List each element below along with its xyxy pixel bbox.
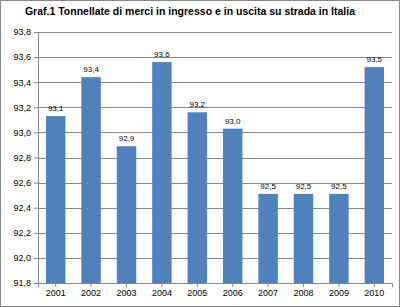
y-tick: 93,4 — [13, 78, 38, 88]
x-tick: 2002 — [81, 283, 101, 298]
x-axis: 2001 2002 2003 2004 2005 2006 2007 2008 2009 2010 — [39, 283, 393, 298]
data-label: 93,1 — [48, 104, 64, 113]
x-tick-mark — [268, 283, 269, 287]
data-label: 93,2 — [190, 100, 206, 109]
y-tick-label: 93,2 — [13, 103, 31, 113]
bar — [223, 129, 242, 283]
y-axis-line — [34, 33, 39, 284]
x-tick-label: 2005 — [187, 288, 207, 298]
x-tick-mark — [232, 283, 233, 287]
x-tick: 2009 — [329, 283, 349, 298]
data-label: 92,5 — [260, 182, 276, 191]
data-label: 92,5 — [331, 182, 347, 191]
data-label: 93,4 — [83, 65, 99, 74]
x-tick: 2004 — [152, 283, 172, 298]
x-tick-label: 2009 — [329, 288, 349, 298]
x-tick-label: 2003 — [116, 288, 136, 298]
y-tick-mark — [34, 183, 38, 184]
y-tick-mark — [34, 208, 38, 209]
y-tick: 92,6 — [13, 178, 38, 188]
y-tick-label: 92,4 — [13, 203, 31, 213]
x-tick-label: 2008 — [293, 288, 313, 298]
grid-line — [38, 57, 392, 58]
grid — [38, 33, 392, 284]
x-tick-mark — [303, 283, 304, 287]
grid-line — [38, 32, 392, 33]
y-tick-mark — [34, 258, 38, 259]
y-tick-label: 92,6 — [13, 178, 31, 188]
bar — [365, 67, 384, 283]
data-label: 93,6 — [154, 50, 170, 59]
y-tick: 92,2 — [13, 228, 38, 238]
y-tick-mark — [34, 233, 38, 234]
bar — [329, 194, 348, 283]
y-tick-label: 93,6 — [13, 52, 31, 62]
data-label: 93,0 — [225, 117, 241, 126]
y-tick-label: 93,0 — [13, 128, 31, 138]
y-tick: 92,4 — [13, 203, 38, 213]
y-tick-mark — [34, 107, 38, 108]
y-tick-label: 92,2 — [13, 228, 31, 238]
y-tick-mark — [34, 158, 38, 159]
y-tick: 92,8 — [13, 153, 38, 163]
x-tick-mark — [91, 283, 92, 287]
plot: 91,8 92,0 92,2 92,4 92,6 92,8 93,0 93,2 93,4 93,6… — [13, 27, 392, 298]
y-tick-label: 93,4 — [13, 78, 31, 88]
y-tick-label: 93,8 — [13, 27, 31, 37]
x-tick: 2001 — [46, 283, 66, 298]
y-tick-label: 92,8 — [13, 153, 31, 163]
y-tick-label: 91,8 — [13, 278, 31, 288]
x-tick-mark — [126, 283, 127, 287]
bar — [188, 112, 207, 283]
y-tick-mark — [34, 82, 38, 83]
x-tick-mark — [197, 283, 198, 287]
x-axis-line — [39, 284, 393, 288]
x-tick-mark — [55, 283, 56, 287]
x-tick-mark — [338, 283, 339, 287]
x-tick: 2010 — [364, 283, 384, 298]
bar — [152, 62, 171, 283]
x-tick: 2003 — [116, 283, 136, 298]
y-tick-mark — [34, 57, 38, 58]
x-tick-label: 2004 — [152, 288, 172, 298]
y-tick-mark — [34, 283, 38, 284]
title: Graf.1 Tonnellate di merci in ingresso e… — [25, 5, 355, 17]
bars — [46, 62, 384, 283]
bar — [294, 194, 313, 283]
bar — [117, 146, 136, 283]
y-tick-mark — [34, 32, 38, 33]
y-tick-mark — [34, 132, 38, 133]
data-labels: 93,1 93,4 92,9 93,6 93,2 93,0 92,5 92,5 92,5 93,5 — [48, 50, 383, 191]
x-tick-label: 2007 — [258, 288, 278, 298]
y-axis: 91,8 92,0 92,2 92,4 92,6 92,8 93,0 93,2 93,4 93,6… — [13, 27, 38, 288]
x-tick: 2008 — [293, 283, 313, 298]
x-tick: 2005 — [187, 283, 207, 298]
y-tick: 93,0 — [13, 128, 38, 138]
x-tick-label: 2006 — [223, 288, 243, 298]
chart: 91,8 92,0 92,2 92,4 92,6 92,8 93,0 93,2 93,4 93,6… — [0, 0, 400, 307]
y-tick-label: 92,0 — [13, 253, 31, 263]
x-tick-label: 2002 — [81, 288, 101, 298]
y-tick: 92,0 — [13, 253, 38, 263]
y-tick: 93,2 — [13, 103, 38, 113]
x-tick-label: 2001 — [46, 288, 66, 298]
data-label: 93,5 — [367, 55, 383, 64]
chart-frame — [1, 1, 400, 307]
x-tick-mark — [161, 283, 162, 287]
data-label: 92,9 — [119, 134, 135, 143]
y-tick: 93,8 — [13, 27, 38, 37]
bar — [81, 77, 100, 283]
bar — [46, 116, 65, 283]
y-tick: 91,8 — [13, 278, 38, 288]
bar — [258, 194, 277, 283]
x-tick-label: 2010 — [364, 288, 384, 298]
x-tick: 2006 — [223, 283, 243, 298]
data-label: 92,5 — [296, 182, 312, 191]
x-tick-mark — [374, 283, 375, 287]
y-tick: 93,6 — [13, 52, 38, 62]
x-tick: 2007 — [258, 283, 278, 298]
